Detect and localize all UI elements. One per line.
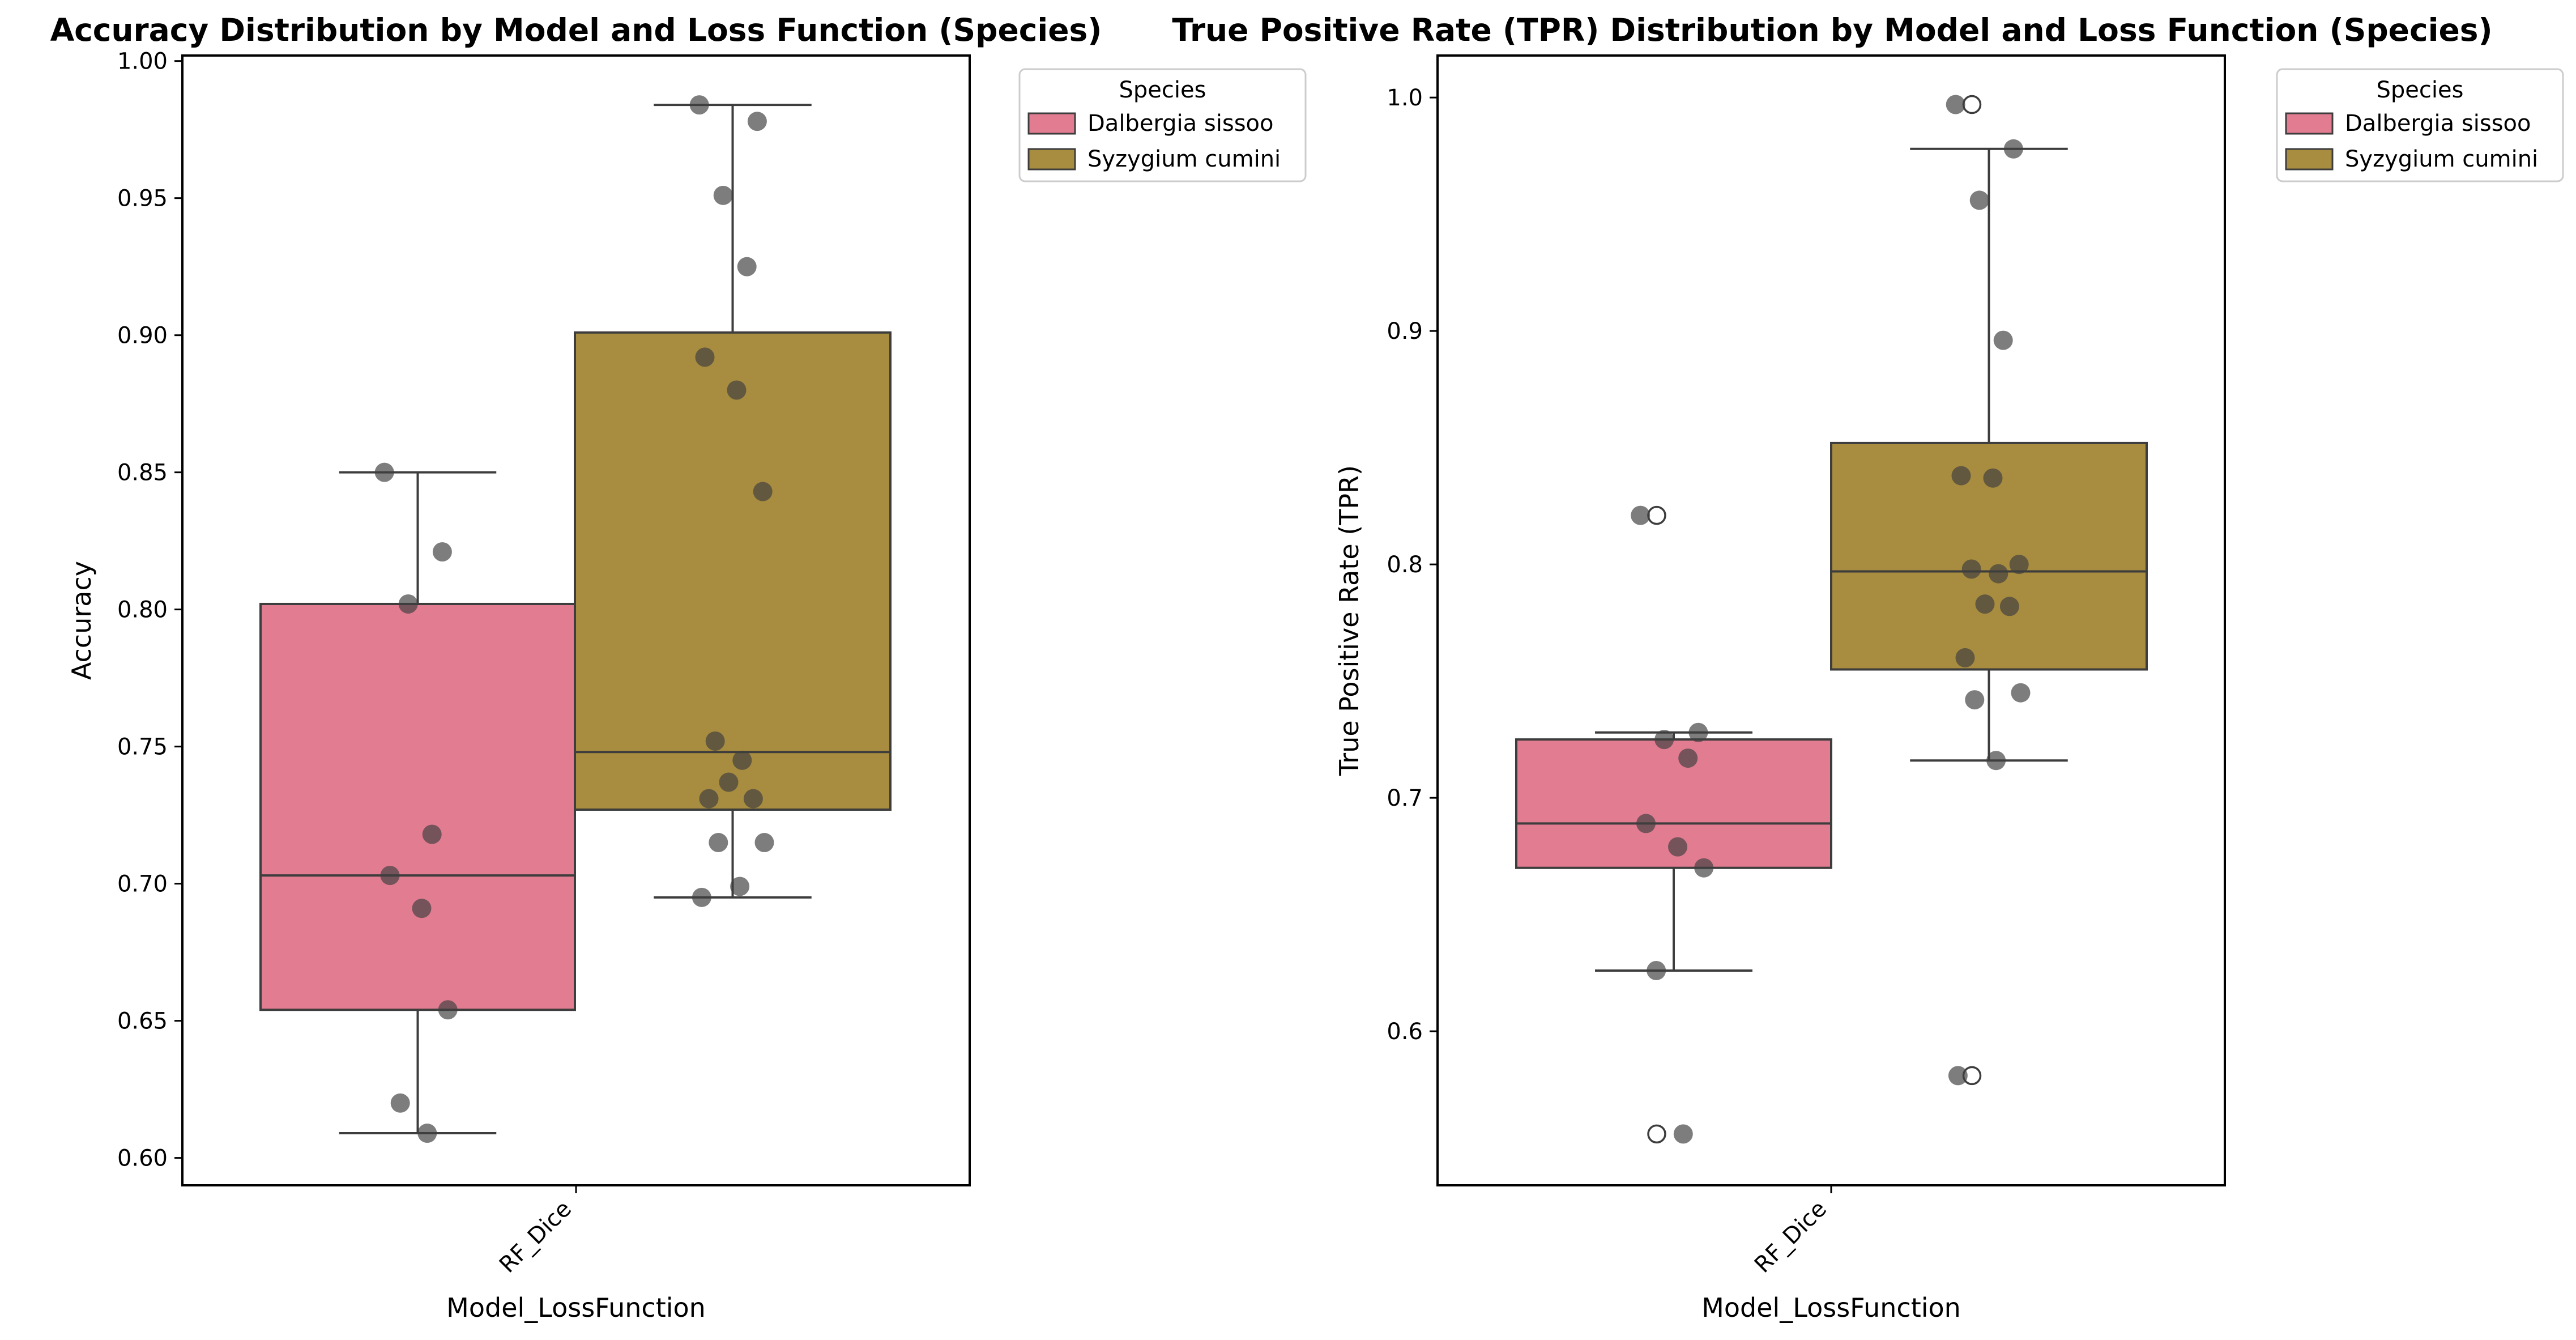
data-point [692,887,711,907]
series-0 [259,471,576,1135]
data-point [753,482,773,501]
y-tick-label: 0.70 [117,871,168,897]
data-point [1955,648,1975,667]
y-tick-label: 0.80 [117,597,168,623]
data-point [713,185,733,205]
series-0 [1515,505,1832,1144]
data-point [732,750,752,770]
data-point [2003,139,2023,159]
data-point [1993,330,2013,350]
legend-label: Syzygium cumini [1087,146,1281,172]
accuracy-chart: Accuracy Distribution by Model and Loss … [50,12,1307,1323]
data-point [412,899,432,918]
data-point [1975,594,1995,614]
legend-title: Species [1119,77,1206,103]
data-point [689,95,709,115]
y-tick-label: 0.90 [117,323,168,349]
data-point [1965,690,1985,710]
chart-title: Accuracy Distribution by Model and Loss … [50,12,1102,48]
data-point [719,772,739,792]
legend-frame [1018,68,1307,182]
data-point [1673,1124,1693,1144]
data-point [380,866,400,886]
data-point [1969,190,1989,210]
data-point [432,542,452,562]
outlier-marker [1647,505,1666,525]
y-tick-label: 0.85 [117,460,168,486]
y-tick-label: 0.7 [1387,785,1423,811]
tpr-chart: True Positive Rate (TPR) Distribution by… [1172,12,2564,1323]
data-point [737,257,757,276]
y-tick-label: 0.65 [117,1009,168,1035]
outlier-marker [1647,1124,1666,1144]
data-point [1961,559,1981,579]
legend: Species Dalbergia sissoo Syzygium cumini [1018,68,1307,182]
iqr-box [259,602,576,1011]
y-tick-label: 1.0 [1387,85,1423,111]
legend-frame [2276,68,2564,182]
data-point [398,594,418,614]
data-point [747,112,767,131]
legend-swatch [1027,112,1076,135]
legend-label: Syzygium cumini [2345,146,2538,172]
data-point [1668,837,1687,857]
y-tick-label: 0.60 [117,1146,168,1172]
data-point [1948,1066,1968,1086]
data-point [1631,505,1650,525]
data-point [1654,730,1674,750]
data-point [1999,597,2019,616]
chart-title: True Positive Rate (TPR) Distribution by… [1172,12,2492,48]
y-axis-label: True Positive Rate (TPR) [1334,465,1364,776]
data-point [2011,683,2031,703]
legend-label: Dalbergia sissoo [1087,110,1273,137]
data-point [1983,468,2003,488]
x-tick-label: RF_Dice [494,1196,577,1278]
legend-swatch [2285,148,2334,171]
data-point [390,1093,410,1113]
y-axis-label: Accuracy [66,561,97,680]
iqr-box [574,331,892,811]
y-tick-label: 0.8 [1387,552,1423,578]
data-point [1678,748,1698,768]
legend-title: Species [2377,77,2464,103]
y-tick-label: 0.95 [117,186,168,212]
legend-swatch [2285,112,2334,135]
legend: Species Dalbergia sissoo Syzygium cumini [2276,68,2564,182]
data-point [1989,564,2008,584]
outlier-marker [1962,95,1982,114]
y-tick-label: 0.9 [1387,318,1423,344]
series-1 [1830,95,2148,1086]
data-point [1946,95,1965,114]
data-point [709,833,728,853]
series-1 [574,104,892,899]
data-point [699,789,719,809]
data-point [730,877,750,896]
x-axis-label: Model_LossFunction [1701,1292,1961,1323]
data-point [417,1124,437,1143]
data-point [1986,751,2006,771]
data-point [743,789,763,809]
x-axis-label: Model_LossFunction [446,1292,706,1323]
data-point [1647,960,1666,980]
data-point [422,824,442,844]
legend-swatch [1027,148,1076,171]
data-point [1694,858,1714,878]
data-point [695,347,715,367]
data-point [1951,466,1971,486]
legend-label: Dalbergia sissoo [2345,110,2531,137]
y-tick-label: 0.6 [1387,1019,1423,1045]
y-tick-label: 0.75 [117,734,168,760]
data-point [438,1000,458,1020]
data-point [374,462,394,482]
data-point [727,380,747,400]
data-point [754,833,774,853]
y-tick-label: 1.00 [117,49,168,75]
x-tick-label: RF_Dice [1750,1196,1832,1278]
data-point [2009,555,2029,575]
data-point [705,731,725,751]
data-point [1688,722,1708,742]
data-point [1636,814,1656,833]
